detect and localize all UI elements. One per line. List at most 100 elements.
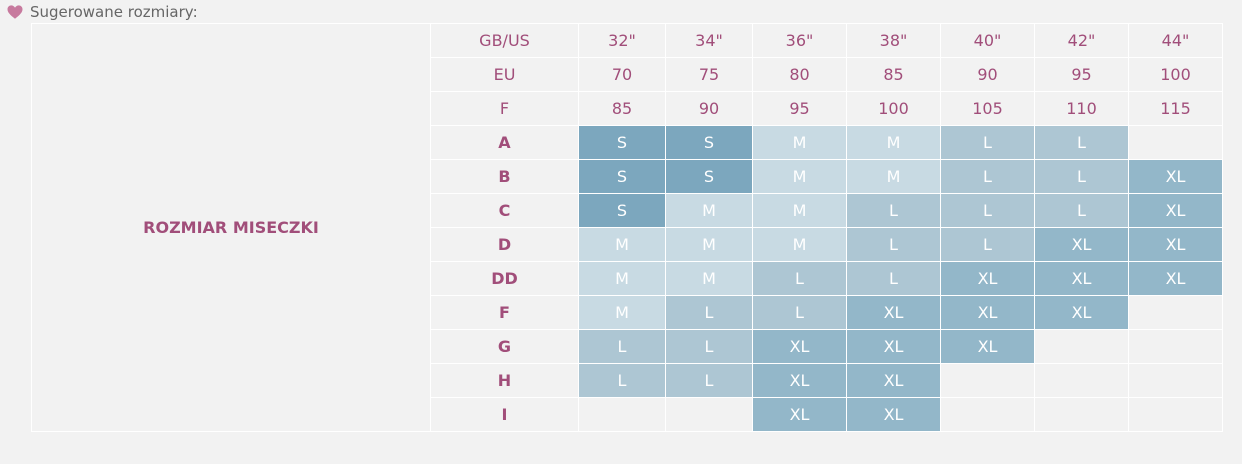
size-cell: XL: [1128, 159, 1223, 194]
size-cell: L: [846, 261, 941, 296]
section-heading: Sugerowane rozmiary:: [6, 2, 198, 22]
band-size-cell: 100: [1128, 57, 1223, 92]
cup-letter: D: [430, 227, 579, 262]
size-cell: XL: [1128, 227, 1223, 262]
size-cell: M: [752, 227, 847, 262]
cup-letter: F: [430, 295, 579, 330]
empty-cell: [1128, 125, 1223, 160]
cup-letter: B: [430, 159, 579, 194]
size-cell: L: [940, 193, 1035, 228]
cup-row: B S S M M L L XL: [32, 159, 1223, 194]
cup-row: DD M M L L XL XL XL: [32, 261, 1223, 296]
header-row: ROZMIAR MISECZKI GB/US 32" 34" 36" 38" 40" 42" 4…: [31, 23, 1223, 432]
band-size-cell: 85: [846, 57, 941, 92]
size-cell: M: [665, 227, 753, 262]
size-cell: L: [1034, 159, 1129, 194]
cup-letter: A: [430, 125, 579, 160]
size-cell: M: [578, 261, 666, 296]
cup-letter: C: [430, 193, 579, 228]
empty-cell: [940, 363, 1035, 398]
row-header: EU: [430, 57, 579, 92]
size-cell: M: [846, 125, 941, 160]
band-size-cell: 40": [940, 23, 1035, 58]
bottom-marker: [4, 454, 14, 460]
size-cell: L: [846, 193, 941, 228]
cup-row: H L L XL XL: [32, 363, 1223, 398]
size-cell: S: [578, 193, 666, 228]
size-cell: XL: [752, 363, 847, 398]
size-cell: L: [940, 159, 1035, 194]
size-cell: M: [665, 193, 753, 228]
size-cell: XL: [1128, 193, 1223, 228]
size-cell: L: [940, 125, 1035, 160]
size-cell: XL: [1128, 261, 1223, 296]
size-cell: L: [665, 329, 753, 364]
size-cell: XL: [940, 261, 1035, 296]
cup-size-label: ROZMIAR MISECZKI: [31, 23, 431, 432]
empty-cell: [1128, 295, 1223, 330]
heading-text: Sugerowane rozmiary:: [30, 3, 198, 21]
row-header: F: [430, 91, 579, 126]
band-size-cell: 70: [578, 57, 666, 92]
size-cell: XL: [940, 295, 1035, 330]
band-size-cell: 80: [752, 57, 847, 92]
size-chart-table: ROZMIAR MISECZKI GB/US 32" 34" 36" 38" 40" 42" 4…: [31, 23, 1223, 432]
empty-cell: [1034, 363, 1129, 398]
band-size-cell: 38": [846, 23, 941, 58]
band-size-cell: 32": [578, 23, 666, 58]
empty-cell: [1128, 397, 1223, 432]
size-cell: XL: [846, 295, 941, 330]
empty-cell: [1128, 363, 1223, 398]
size-cell: L: [1034, 125, 1129, 160]
empty-cell: [1034, 329, 1129, 364]
empty-cell: [940, 397, 1035, 432]
band-size-cell: 95: [1034, 57, 1129, 92]
size-cell: XL: [1034, 227, 1129, 262]
header-row: EU 70 75 80 85 90 95 100: [32, 57, 1223, 92]
empty-cell: [665, 397, 753, 432]
band-size-cell: 75: [665, 57, 753, 92]
size-cell: S: [665, 125, 753, 160]
row-header: GB/US: [430, 23, 579, 58]
band-size-cell: 90: [665, 91, 753, 126]
empty-cell: [1128, 329, 1223, 364]
size-cell: XL: [752, 329, 847, 364]
size-cell: L: [665, 363, 753, 398]
band-size-cell: 85: [578, 91, 666, 126]
band-size-cell: 100: [846, 91, 941, 126]
size-cell: S: [578, 125, 666, 160]
empty-cell: [1034, 397, 1129, 432]
size-cell: L: [940, 227, 1035, 262]
size-cell: L: [846, 227, 941, 262]
size-cell: XL: [846, 363, 941, 398]
size-cell: L: [1034, 193, 1129, 228]
band-size-cell: 115: [1128, 91, 1223, 126]
size-cell: S: [578, 159, 666, 194]
size-cell: XL: [1034, 295, 1129, 330]
band-size-cell: 110: [1034, 91, 1129, 126]
empty-cell: [578, 397, 666, 432]
band-size-cell: 34": [665, 23, 753, 58]
cup-letter: G: [430, 329, 579, 364]
size-cell: M: [578, 227, 666, 262]
size-cell: XL: [846, 397, 941, 432]
cup-letter: H: [430, 363, 579, 398]
size-cell: M: [578, 295, 666, 330]
heart-icon: [7, 5, 23, 19]
cup-letter: DD: [430, 261, 579, 296]
size-cell: M: [752, 125, 847, 160]
cup-row: G L L XL XL XL: [32, 329, 1223, 364]
size-cell: XL: [752, 397, 847, 432]
band-size-cell: 44": [1128, 23, 1223, 58]
cup-row: I XL XL: [32, 397, 1223, 432]
cup-row: C S M M L L L XL: [32, 193, 1223, 228]
cup-row: F M L L XL XL XL: [32, 295, 1223, 330]
size-cell: M: [752, 193, 847, 228]
size-cell: L: [752, 261, 847, 296]
size-cell: L: [665, 295, 753, 330]
size-cell: XL: [1034, 261, 1129, 296]
size-cell: L: [752, 295, 847, 330]
size-cell: XL: [846, 329, 941, 364]
cup-letter: I: [430, 397, 579, 432]
size-cell: M: [752, 159, 847, 194]
